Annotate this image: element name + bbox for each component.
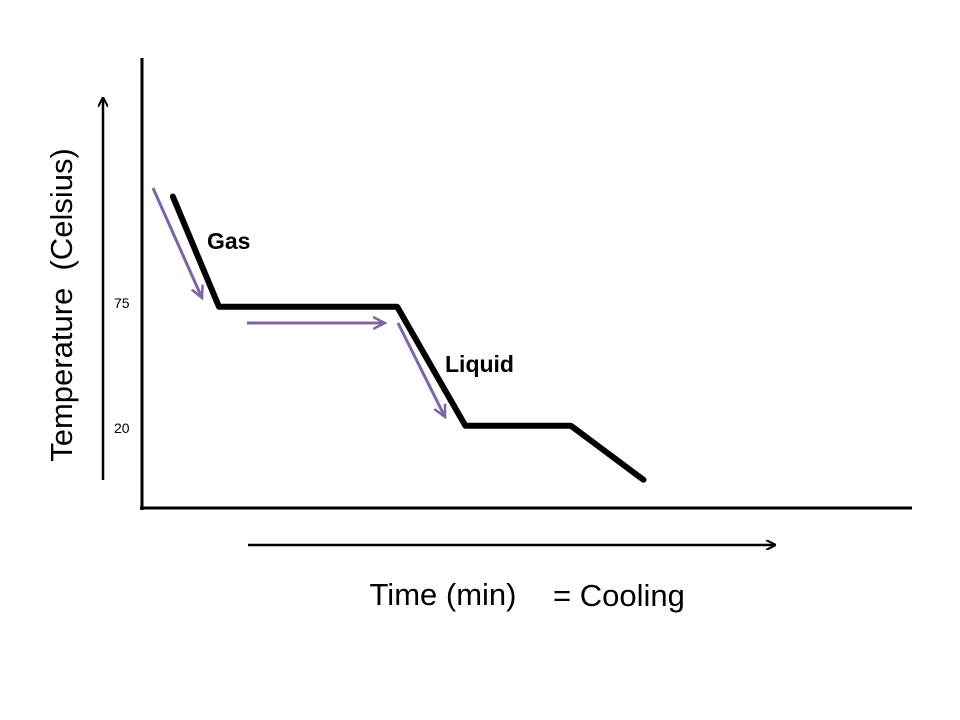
curve-point [169,193,176,200]
y-axis-label: Temperature (Celsius) [44,148,79,462]
curve-segment [394,305,469,428]
gas-cooling-arrow [151,187,202,298]
curve-point [462,422,469,429]
y-tick-label-20: 20 [114,420,130,436]
liquid-cooling-arrow [396,322,447,417]
curve-point [640,476,647,483]
curve-point [568,422,574,429]
curve-point [394,303,401,310]
cooling-note: = Cooling [553,578,685,613]
x-axis-label: Time (min) [370,577,517,612]
curve-point [216,303,222,310]
liquid-label: Liquid [445,351,514,377]
plot-area [169,193,647,483]
curve-segment [170,195,222,308]
gas-label: Gas [207,228,250,254]
curve-segment [569,423,646,483]
y-tick-label-75: 75 [114,295,130,311]
